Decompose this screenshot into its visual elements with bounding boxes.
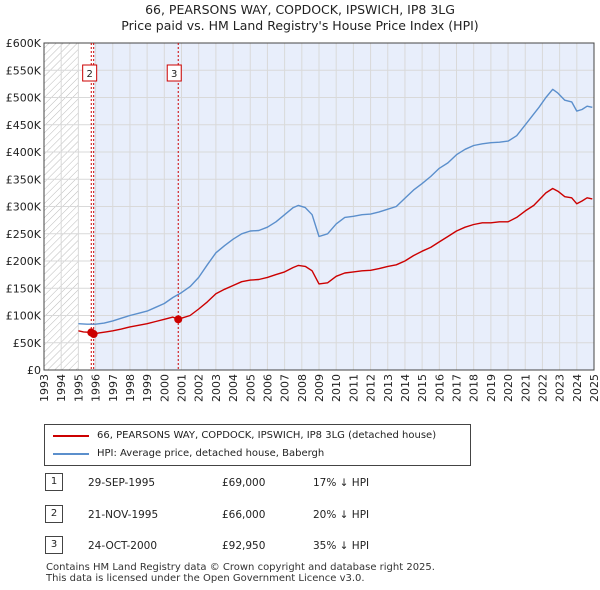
- legend-label-hpi: HPI: Average price, detached house, Babe…: [97, 448, 325, 459]
- y-tick-label: £350K: [6, 173, 42, 186]
- transaction-number: 1: [45, 473, 63, 491]
- y-tick-label: £450K: [6, 119, 42, 132]
- transaction-hpi-diff: 35% ↓ HPI: [313, 540, 370, 552]
- hpi-line: [78, 88, 593, 325]
- x-tick-label: 2023: [554, 374, 567, 402]
- transaction-price: £66,000: [222, 509, 266, 521]
- x-tick-label: 1994: [55, 374, 68, 402]
- x-tick-label: 2016: [433, 374, 446, 402]
- transaction-date: 24-OCT-2000: [88, 540, 157, 552]
- legend-label-property: 66, PEARSONS WAY, COPDOCK, IPSWICH, IP8 …: [97, 430, 437, 441]
- x-tick-label: 2025: [588, 374, 600, 402]
- x-tick-label: 2001: [176, 374, 189, 402]
- x-tick-label: 1997: [107, 374, 120, 402]
- x-tick-label: 1993: [38, 374, 51, 402]
- transaction-hpi-diff: 20% ↓ HPI: [313, 509, 370, 521]
- legend-swatch-hpi: [53, 453, 89, 455]
- x-tick-label: 2011: [347, 374, 360, 402]
- transaction-hpi-diff: 17% ↓ HPI: [313, 477, 370, 489]
- x-tick-label: 2007: [279, 374, 292, 402]
- transaction-number: 2: [45, 505, 63, 523]
- y-tick-label: £400K: [6, 146, 42, 159]
- legend-swatch-property: [53, 435, 89, 437]
- x-tick-label: 1998: [124, 374, 137, 402]
- x-tick-label: 2003: [210, 374, 223, 402]
- transaction-price: £92,950: [222, 540, 266, 552]
- footer-copyright: Contains HM Land Registry data © Crown c…: [46, 562, 435, 573]
- transaction-point: [89, 330, 98, 339]
- chart-title-line2: Price paid vs. HM Land Registry's House …: [121, 18, 479, 33]
- chart-title-line1: 66, PEARSONS WAY, COPDOCK, IPSWICH, IP8 …: [145, 2, 455, 17]
- x-tick-label: 2004: [227, 374, 240, 402]
- y-tick-label: £100K: [6, 310, 42, 323]
- plot-frame: [43, 42, 595, 371]
- price-chart: £0 £50K £100K £150K £200K £250K £300K £350K £400…: [6, 37, 600, 402]
- x-tick-label: 2009: [313, 374, 326, 402]
- y-tick-label: £150K: [6, 282, 42, 295]
- x-tick-label: 2012: [365, 374, 378, 402]
- y-tick-label: £250K: [6, 228, 42, 241]
- x-tick-label: 2013: [382, 374, 395, 402]
- x-tick-label: 2010: [330, 374, 343, 402]
- x-tick-label: 2024: [571, 374, 584, 402]
- transaction-date: 29-SEP-1995: [88, 477, 156, 489]
- x-tick-label: 2022: [536, 374, 549, 402]
- x-tick-label: 2015: [416, 374, 429, 402]
- legend: 66, PEARSONS WAY, COPDOCK, IPSWICH, IP8 …: [44, 424, 471, 466]
- y-tick-label: £600K: [6, 37, 42, 50]
- footer-licence: This data is licensed under the Open Gov…: [46, 573, 365, 584]
- x-tick-label: 2008: [296, 374, 309, 402]
- y-tick-label: £300K: [6, 201, 42, 214]
- x-tick-label: 2019: [485, 374, 498, 402]
- x-tick-label: 2002: [193, 374, 206, 402]
- transaction-marker-box: [82, 64, 98, 82]
- x-tick-label: 2017: [451, 374, 464, 402]
- transaction-row-3: 3 24-OCT-2000 £92,950 35% ↓ HPI: [0, 536, 600, 556]
- y-tick-label: £0: [27, 364, 41, 377]
- transaction-marker-label: 3: [171, 69, 177, 80]
- x-tick-label: 2006: [261, 374, 274, 402]
- transaction-marker-label: 2: [86, 69, 92, 80]
- x-tick-label: 2020: [502, 374, 515, 402]
- x-tick-label: 2014: [399, 374, 412, 402]
- transaction-price: £69,000: [222, 477, 266, 489]
- x-tick-label: 1999: [141, 374, 154, 402]
- y-tick-label: £500K: [6, 92, 42, 105]
- property-price-line: [78, 187, 593, 335]
- y-tick-label: £50K: [13, 337, 42, 350]
- x-tick-label: 1995: [72, 374, 85, 402]
- x-tick-label: 1996: [90, 374, 103, 402]
- transaction-row-1: 1 29-SEP-1995 £69,000 17% ↓ HPI: [0, 473, 600, 493]
- transaction-number: 3: [45, 536, 63, 554]
- transaction-point: [174, 315, 183, 324]
- x-tick-label: 2005: [244, 374, 257, 402]
- y-tick-label: £550K: [6, 64, 42, 77]
- transaction-date: 21-NOV-1995: [88, 509, 159, 521]
- x-tick-label: 2000: [158, 374, 171, 402]
- x-tick-label: 2021: [519, 374, 532, 402]
- transaction-marker-box: [166, 64, 182, 82]
- y-tick-label: £200K: [6, 255, 42, 268]
- transaction-row-2: 2 21-NOV-1995 £66,000 20% ↓ HPI: [0, 505, 600, 525]
- x-tick-label: 2018: [468, 374, 481, 402]
